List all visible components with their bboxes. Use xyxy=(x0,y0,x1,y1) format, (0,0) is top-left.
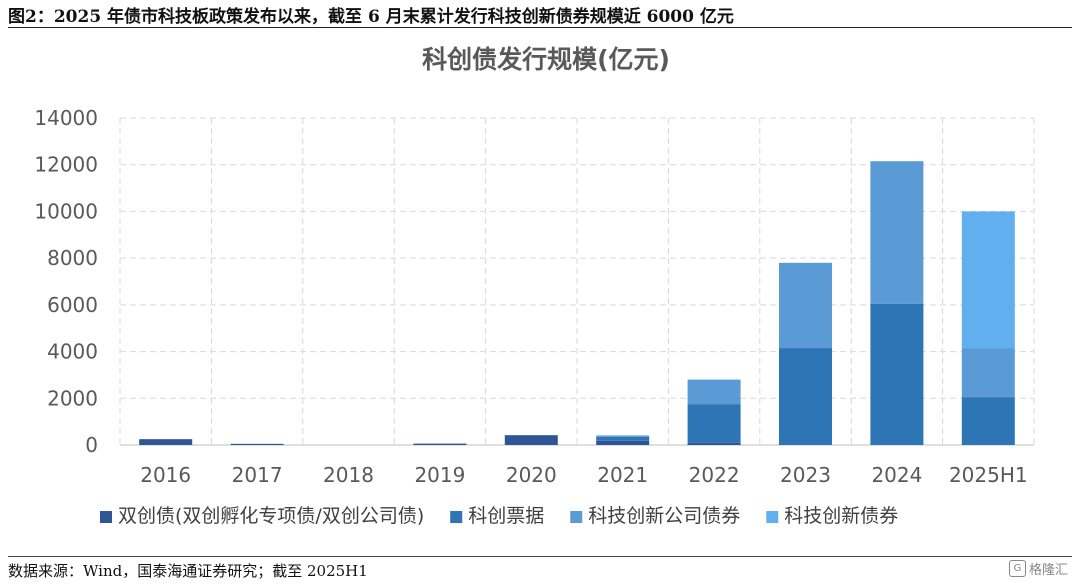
y-tick-label: 4000 xyxy=(47,340,98,364)
source-note: 数据来源：Wind，国泰海通证券研究；截至 2025H1 xyxy=(8,562,368,580)
x-tick-label: 2018 xyxy=(323,463,374,487)
bars xyxy=(139,161,1015,445)
x-tick-label: 2024 xyxy=(871,463,922,487)
bar-segment xyxy=(687,379,741,405)
x-axis-ticks: 2016 2017 2018 2019 2020 2021 2022 2023 2024 2025… xyxy=(140,463,1027,487)
legend-swatch xyxy=(450,511,463,523)
bar-segment xyxy=(779,348,832,445)
y-tick-label: 10000 xyxy=(34,199,98,223)
y-tick-label: 14000 xyxy=(34,106,98,130)
bar-segment xyxy=(596,436,650,441)
y-tick-label: 6000 xyxy=(47,293,98,317)
figure-caption: 图2：2025 年债市科技板政策发布以来，截至 6 月末累计发行科技创新债券规模… xyxy=(8,7,734,27)
watermark-text: 格隆汇 xyxy=(1028,563,1068,578)
x-tick-label: 2025H1 xyxy=(949,463,1028,487)
bar-segment xyxy=(961,348,1015,398)
bar-segment xyxy=(870,161,924,304)
x-tick-label: 2016 xyxy=(140,463,191,487)
x-tick-label: 2022 xyxy=(689,463,740,487)
bar-segment xyxy=(687,442,741,445)
y-tick-label: 12000 xyxy=(34,153,98,177)
bar-segment xyxy=(504,435,558,445)
watermark-logo-icon: G xyxy=(1008,560,1026,577)
legend-swatch xyxy=(766,511,779,523)
bar-segment xyxy=(596,435,650,437)
bar-segment xyxy=(687,404,741,443)
bar-segment xyxy=(961,397,1015,445)
y-tick-label: 8000 xyxy=(47,246,98,270)
legend: 双创债(双创孵化专项债/双创公司债) 科创票据 科技创新公司债券 科技创新债券 xyxy=(100,505,898,527)
legend-label: 科创票据 xyxy=(468,505,544,527)
bar-segment xyxy=(961,211,1015,349)
legend-swatch xyxy=(570,511,583,523)
x-tick-label: 2017 xyxy=(232,463,283,487)
legend-label: 科技创新公司债券 xyxy=(588,505,740,527)
y-axis-ticks: 0 2000 4000 6000 8000 10000 12000 14000 xyxy=(34,106,98,457)
bar-segment xyxy=(870,303,924,445)
x-tick-label: 2020 xyxy=(506,463,557,487)
y-tick-label: 0 xyxy=(85,433,98,457)
chart-title: 科创债发行规模(亿元) xyxy=(422,45,670,74)
bar-segment xyxy=(139,439,193,445)
legend-label: 科技创新债券 xyxy=(784,505,898,527)
x-tick-label: 2019 xyxy=(414,463,465,487)
bar-segment xyxy=(779,262,832,349)
bar-chart: 科创债发行规模(亿元) 0 2000 4000 6000 8000 10000 12000 1… xyxy=(34,45,1035,527)
bar-segment xyxy=(413,443,467,445)
caption-rule xyxy=(8,27,1072,28)
bar-segment xyxy=(596,440,650,445)
source-rule xyxy=(8,556,1072,557)
watermark: G 格隆汇 xyxy=(1008,559,1068,578)
legend-swatch xyxy=(100,511,112,523)
legend-label: 双创债(双创孵化专项债/双创公司债) xyxy=(118,505,424,527)
y-tick-label: 2000 xyxy=(47,386,98,410)
x-tick-label: 2021 xyxy=(597,463,648,487)
bar-segment xyxy=(230,443,284,445)
x-tick-label: 2023 xyxy=(780,463,831,487)
